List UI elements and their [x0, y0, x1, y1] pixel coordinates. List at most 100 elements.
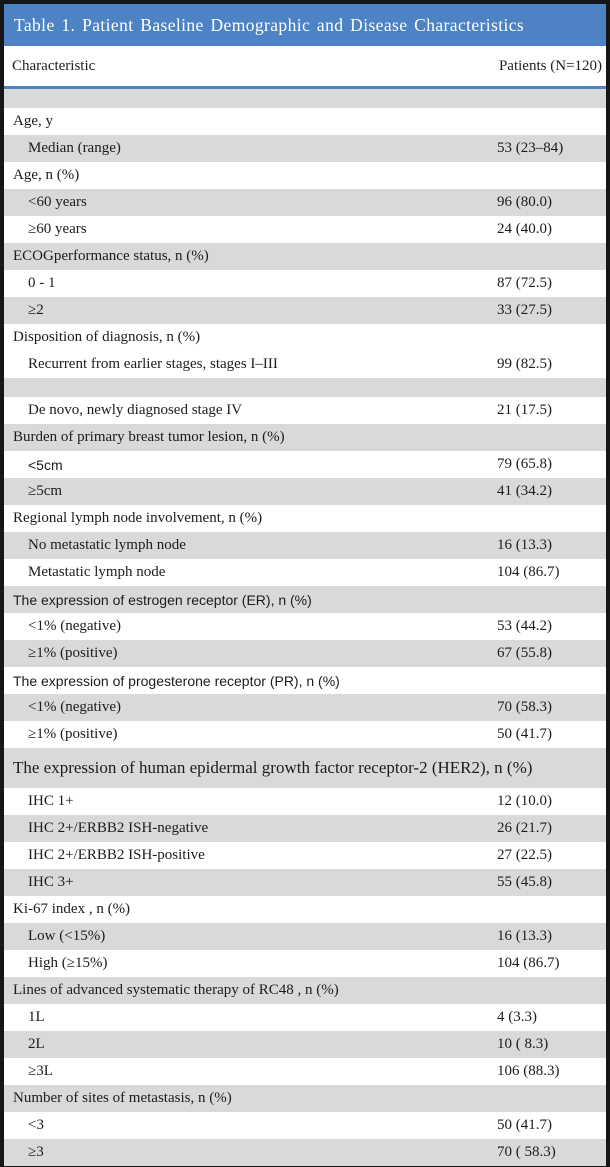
row-label: The expression of human epidermal growth… — [13, 758, 533, 777]
row-label: ≥2 — [28, 302, 44, 318]
row-value: 104 (86.7) — [497, 564, 560, 580]
table-row: ≥3 70 ( 58.3) — [4, 1139, 606, 1166]
row-value: 33 (27.5) — [497, 302, 552, 318]
row-value: 50 (41.7) — [497, 1117, 552, 1133]
column-header-patients: Patients (N=120) — [498, 57, 602, 74]
row-label: Regional lymph node involvement, n (%) — [13, 510, 263, 526]
section-row: Number of sites of metastasis, n (%) — [4, 1085, 606, 1112]
row-value: 53 (44.2) — [497, 618, 552, 634]
row-value: 4 (3.3) — [497, 1009, 537, 1025]
row-label: IHC 3+ — [28, 874, 74, 890]
row-label: No metastatic lymph node — [28, 537, 186, 553]
row-value: 67 (55.8) — [497, 645, 552, 661]
row-label: <1% (negative) — [28, 618, 122, 634]
row-label: ≥3 — [28, 1144, 44, 1160]
section-row: Disposition of diagnosis, n (%) — [4, 324, 606, 351]
row-label: Disposition of diagnosis, n (%) — [13, 329, 201, 345]
row-label: Number of sites of metastasis, n (%) — [13, 1090, 232, 1106]
row-label: <5cm — [28, 456, 63, 473]
table-row: <5cm 79 (65.8) — [4, 451, 606, 478]
row-label: Ki-67 index , n (%) — [13, 901, 131, 917]
row-value: 21 (17.5) — [497, 402, 552, 418]
table-row: IHC 1+ 12 (10.0) — [4, 788, 606, 815]
section-row: Ki-67 index , n (%) — [4, 896, 606, 923]
table-row: Low (<15%) 16 (13.3) — [4, 923, 606, 950]
table-row: 2L 10 ( 8.3) — [4, 1031, 606, 1058]
table-row: 0 - 1 87 (72.5) — [4, 270, 606, 297]
table-row: No metastatic lymph node 16 (13.3) — [4, 532, 606, 559]
row-value: 99 (82.5) — [497, 356, 552, 372]
table-row: <3 50 (41.7) — [4, 1112, 606, 1139]
table-row: <60 years 96 (80.0) — [4, 189, 606, 216]
table-row: Recurrent from earlier stages, stages I–… — [4, 351, 606, 378]
row-value: 16 (13.3) — [497, 537, 552, 553]
table-title: Table 1. Patient Baseline Demographic an… — [14, 14, 525, 35]
table-row: ≥1% (positive) 67 (55.8) — [4, 640, 606, 667]
row-label: ≥5cm — [28, 483, 63, 499]
row-value: 12 (10.0) — [497, 793, 552, 809]
row-value: 104 (86.7) — [497, 955, 560, 971]
table-row: ≥60 years 24 (40.0) — [4, 216, 606, 243]
row-label: <1% (negative) — [28, 699, 122, 715]
table-row: ≥1% (positive) 50 (41.7) — [4, 721, 606, 748]
row-label: De novo, newly diagnosed stage IV — [28, 402, 243, 418]
row-value: 50 (41.7) — [497, 726, 552, 742]
row-label: Lines of advanced systematic therapy of … — [13, 982, 339, 998]
table-row: <1% (negative) 53 (44.2) — [4, 613, 606, 640]
row-label: The expression of progesterone receptor … — [13, 672, 340, 689]
table-row: Metastatic lymph node 104 (86.7) — [4, 559, 606, 586]
row-label: IHC 2+/ERBB2 ISH-positive — [28, 847, 205, 863]
row-label: Burden of primary breast tumor lesion, n… — [13, 429, 285, 445]
table-row: <1% (negative) 70 (58.3) — [4, 694, 606, 721]
section-row: The expression of progesterone receptor … — [4, 667, 606, 694]
row-label: IHC 1+ — [28, 793, 74, 809]
spacer-row — [4, 89, 606, 108]
row-label: Recurrent from earlier stages, stages I–… — [28, 356, 278, 372]
table-row: 1L 4 (3.3) — [4, 1004, 606, 1031]
spacer-row — [4, 378, 606, 397]
row-value: 27 (22.5) — [497, 847, 552, 863]
row-label: Age, n (%) — [13, 167, 80, 183]
row-label: Low (<15%) — [28, 928, 106, 944]
row-value: 10 ( 8.3) — [497, 1036, 549, 1052]
column-header-characteristic: Characteristic — [12, 57, 96, 74]
table-row: IHC 3+ 55 (45.8) — [4, 869, 606, 896]
row-label: <60 years — [28, 194, 87, 210]
section-row: Age, y — [4, 108, 606, 135]
table-row: De novo, newly diagnosed stage IV 21 (17.… — [4, 397, 606, 424]
row-label: ECOGperformance status, n (%) — [13, 248, 209, 264]
row-label: <3 — [28, 1117, 44, 1133]
row-value: 96 (80.0) — [497, 194, 552, 210]
row-label: ≥3L — [28, 1063, 53, 1079]
table-row: Median (range) 53 (23–84) — [4, 135, 606, 162]
table-row: ≥3L 106 (88.3) — [4, 1058, 606, 1085]
row-label: The expression of estrogen receptor (ER)… — [13, 591, 312, 608]
row-value: 70 ( 58.3) — [497, 1144, 556, 1160]
row-label: High (≥15%) — [28, 955, 108, 971]
row-value: 106 (88.3) — [497, 1063, 560, 1079]
column-header-row: Characteristic Patients (N=120) — [4, 46, 606, 89]
section-row: ECOGperformance status, n (%) — [4, 243, 606, 270]
table-body: Age, y Median (range) 53 (23–84) Age, n (%)… — [4, 89, 606, 1166]
row-label: ≥1% (positive) — [28, 645, 118, 661]
table-row: IHC 2+/ERBB2 ISH-negative 26 (21.7) — [4, 815, 606, 842]
table-row: High (≥15%) 104 (86.7) — [4, 950, 606, 977]
row-label: Metastatic lymph node — [28, 564, 166, 580]
row-value: 24 (40.0) — [497, 221, 552, 237]
section-row: The expression of estrogen receptor (ER)… — [4, 586, 606, 613]
row-label: Median (range) — [28, 140, 121, 156]
row-label: Age, y — [13, 113, 53, 129]
row-value: 55 (45.8) — [497, 874, 552, 890]
row-label: 0 - 1 — [28, 275, 56, 291]
table-row: ≥2 33 (27.5) — [4, 297, 606, 324]
row-label: 2L — [28, 1036, 45, 1052]
table-row: ≥5cm 41 (34.2) — [4, 478, 606, 505]
row-value: 26 (21.7) — [497, 820, 552, 836]
row-label: ≥1% (positive) — [28, 726, 118, 742]
section-row: Burden of primary breast tumor lesion, n… — [4, 424, 606, 451]
row-value: 70 (58.3) — [497, 699, 552, 715]
row-label: 1L — [28, 1009, 45, 1025]
row-label: IHC 2+/ERBB2 ISH-negative — [28, 820, 209, 836]
table-row: IHC 2+/ERBB2 ISH-positive 27 (22.5) — [4, 842, 606, 869]
